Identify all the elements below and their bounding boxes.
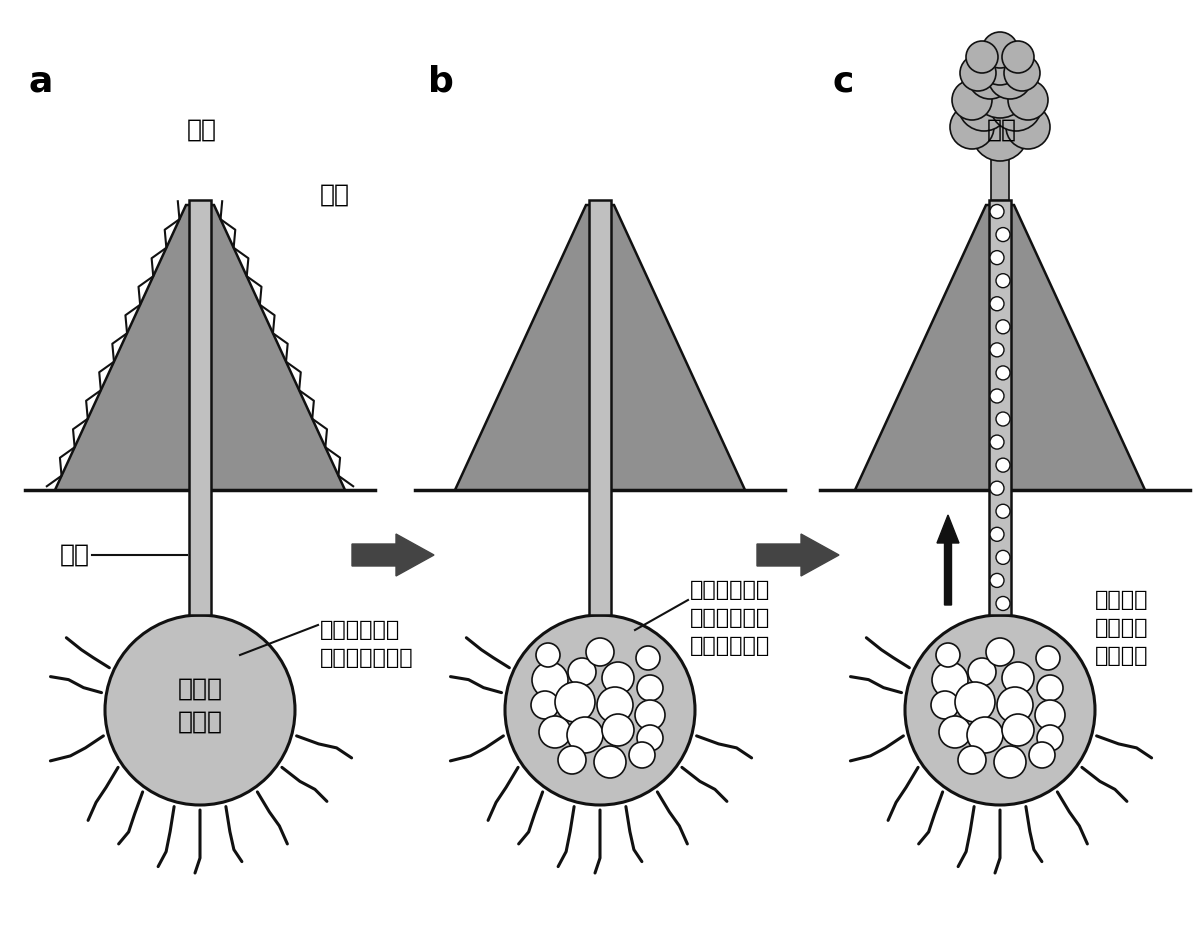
Circle shape <box>996 505 1010 519</box>
Text: b: b <box>428 65 454 99</box>
Circle shape <box>968 55 1012 99</box>
Circle shape <box>1036 646 1060 670</box>
Circle shape <box>980 45 1020 85</box>
Text: 火口: 火口 <box>187 118 217 142</box>
Circle shape <box>932 662 968 698</box>
Circle shape <box>539 716 570 748</box>
Circle shape <box>990 435 1004 449</box>
Circle shape <box>1006 105 1050 149</box>
Circle shape <box>996 228 1010 242</box>
Circle shape <box>637 646 661 670</box>
Circle shape <box>996 412 1010 426</box>
Polygon shape <box>855 205 1145 490</box>
Text: c: c <box>833 65 854 99</box>
Circle shape <box>536 643 560 667</box>
Circle shape <box>567 717 603 753</box>
Circle shape <box>996 274 1010 288</box>
Circle shape <box>637 675 663 701</box>
Circle shape <box>982 32 1018 68</box>
Circle shape <box>990 251 1004 265</box>
Circle shape <box>1004 55 1040 91</box>
Text: a: a <box>28 65 53 99</box>
Circle shape <box>968 658 996 686</box>
Circle shape <box>996 550 1010 564</box>
Bar <box>189 200 211 615</box>
Circle shape <box>1008 80 1048 120</box>
Circle shape <box>960 55 996 91</box>
Text: 噴火: 噴火 <box>987 118 1017 142</box>
Circle shape <box>952 80 992 120</box>
Circle shape <box>504 615 695 805</box>
Circle shape <box>950 105 994 149</box>
Circle shape <box>555 682 594 722</box>
Bar <box>988 200 1011 615</box>
Circle shape <box>532 662 568 698</box>
Circle shape <box>958 746 986 774</box>
Circle shape <box>972 62 1028 118</box>
Text: 地震: 地震 <box>319 183 349 207</box>
FancyArrow shape <box>352 534 434 576</box>
Circle shape <box>635 700 665 730</box>
Circle shape <box>990 527 1004 542</box>
Circle shape <box>939 716 970 748</box>
Polygon shape <box>55 205 345 490</box>
Circle shape <box>967 717 1003 753</box>
Circle shape <box>966 41 998 73</box>
Polygon shape <box>455 205 745 490</box>
Circle shape <box>990 573 1004 587</box>
Circle shape <box>990 205 1004 219</box>
Text: マグマが
上昇して
噴火する: マグマが 上昇して 噴火する <box>1095 590 1148 666</box>
Circle shape <box>996 458 1010 472</box>
Text: マグマ
だまり: マグマ だまり <box>178 676 222 733</box>
FancyArrow shape <box>757 534 839 576</box>
Circle shape <box>997 687 1033 723</box>
Circle shape <box>1036 675 1063 701</box>
Circle shape <box>531 691 558 719</box>
Circle shape <box>955 682 994 722</box>
Circle shape <box>594 746 626 778</box>
Circle shape <box>996 366 1010 380</box>
Circle shape <box>936 643 960 667</box>
Circle shape <box>986 638 1014 666</box>
Circle shape <box>988 55 1032 99</box>
Circle shape <box>906 615 1095 805</box>
Circle shape <box>1035 700 1065 730</box>
Circle shape <box>1002 714 1034 746</box>
Circle shape <box>558 746 586 774</box>
Text: 火道: 火道 <box>60 543 90 567</box>
Circle shape <box>994 746 1026 778</box>
Circle shape <box>996 596 1010 610</box>
Circle shape <box>629 742 655 768</box>
Circle shape <box>990 482 1004 495</box>
Circle shape <box>996 319 1010 333</box>
Circle shape <box>602 662 634 694</box>
Circle shape <box>104 615 295 805</box>
Circle shape <box>568 658 596 686</box>
Circle shape <box>990 343 1004 357</box>
Circle shape <box>990 389 1004 403</box>
Circle shape <box>931 691 960 719</box>
Circle shape <box>637 725 663 751</box>
Bar <box>588 200 611 615</box>
Circle shape <box>602 714 634 746</box>
Circle shape <box>597 687 633 723</box>
FancyArrow shape <box>937 515 960 605</box>
Circle shape <box>1002 41 1034 73</box>
Circle shape <box>1036 725 1063 751</box>
Circle shape <box>990 79 1042 131</box>
Circle shape <box>972 105 1028 161</box>
Circle shape <box>586 638 614 666</box>
Text: マグマに含ま
れる水が水蔣
気の泡になる: マグマに含ま れる水が水蔣 気の泡になる <box>691 580 770 656</box>
Text: 地震の揺れで
割れ目が生じる: 地震の揺れで 割れ目が生じる <box>319 620 413 668</box>
Bar <box>991 145 1009 200</box>
Circle shape <box>990 296 1004 311</box>
Circle shape <box>1002 662 1034 694</box>
Circle shape <box>958 79 1010 131</box>
Circle shape <box>1029 742 1054 768</box>
